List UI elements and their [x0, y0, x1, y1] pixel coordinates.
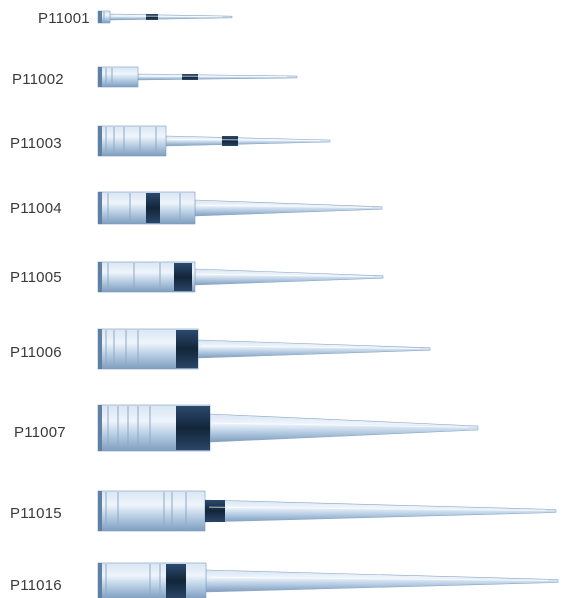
tip-highlight: [169, 138, 321, 142]
pipette-tip-p11006: [97, 328, 431, 370]
tip-shaft: [205, 569, 559, 593]
tip-label-p11002: P11002: [12, 71, 64, 88]
tip-shaft: [209, 413, 479, 443]
tip-collar: [97, 490, 206, 532]
tip-shaft: [194, 268, 384, 286]
tip-highlight: [141, 75, 288, 78]
tip-highlight: [209, 576, 549, 581]
pipette-tip-p11005: [97, 261, 384, 293]
tip-band: [176, 406, 210, 450]
tip-lip: [98, 67, 102, 87]
tip-band: [176, 330, 198, 368]
tip-label-p11003: P11003: [10, 135, 62, 152]
tip-band: [205, 500, 225, 522]
tip-lip: [98, 262, 102, 292]
tip-label-p11015: P11015: [10, 505, 62, 522]
tip-lip: [98, 491, 102, 531]
tip-shaft: [194, 199, 383, 217]
tip-band: [166, 564, 186, 598]
tip-shaft: [204, 499, 557, 523]
pipette-tip-p11002: [97, 66, 298, 88]
tip-collar: [97, 66, 139, 88]
tip-lip: [98, 11, 102, 23]
tip-lip: [98, 563, 102, 598]
tip-highlight: [198, 273, 374, 278]
tip-band: [146, 14, 158, 20]
tip-label-p11004: P11004: [10, 200, 62, 217]
tip-label-p11006: P11006: [10, 344, 62, 361]
tip-band: [174, 263, 192, 291]
tip-lip: [98, 405, 102, 451]
tip-shaft: [197, 339, 431, 359]
pipette-tip-p11003: [97, 125, 331, 157]
tip-label-p11016: P11016: [10, 577, 62, 594]
tip-band: [146, 193, 160, 223]
tip-band: [182, 74, 198, 80]
tip-highlight: [208, 506, 547, 511]
tip-highlight: [213, 422, 469, 428]
pipette-tip-p11001: [97, 10, 233, 24]
pipette-tip-p11007: [97, 404, 479, 452]
pipette-tip-p11004: [97, 191, 383, 225]
tip-collar: [97, 125, 167, 157]
tip-lip: [98, 192, 102, 224]
tip-highlight: [113, 15, 223, 18]
tip-highlight: [198, 204, 373, 209]
tip-highlight: [201, 345, 421, 350]
tip-collar: [97, 562, 207, 598]
pipette-tip-p11015: [97, 490, 557, 532]
tip-label-p11007: P11007: [14, 424, 66, 441]
tip-band: [222, 136, 238, 146]
pipette-tip-p11016: [97, 562, 559, 598]
tip-lip: [98, 126, 102, 156]
tip-lip: [98, 329, 102, 369]
tip-label-p11005: P11005: [10, 269, 62, 286]
tip-label-p11001: P11001: [38, 10, 90, 27]
